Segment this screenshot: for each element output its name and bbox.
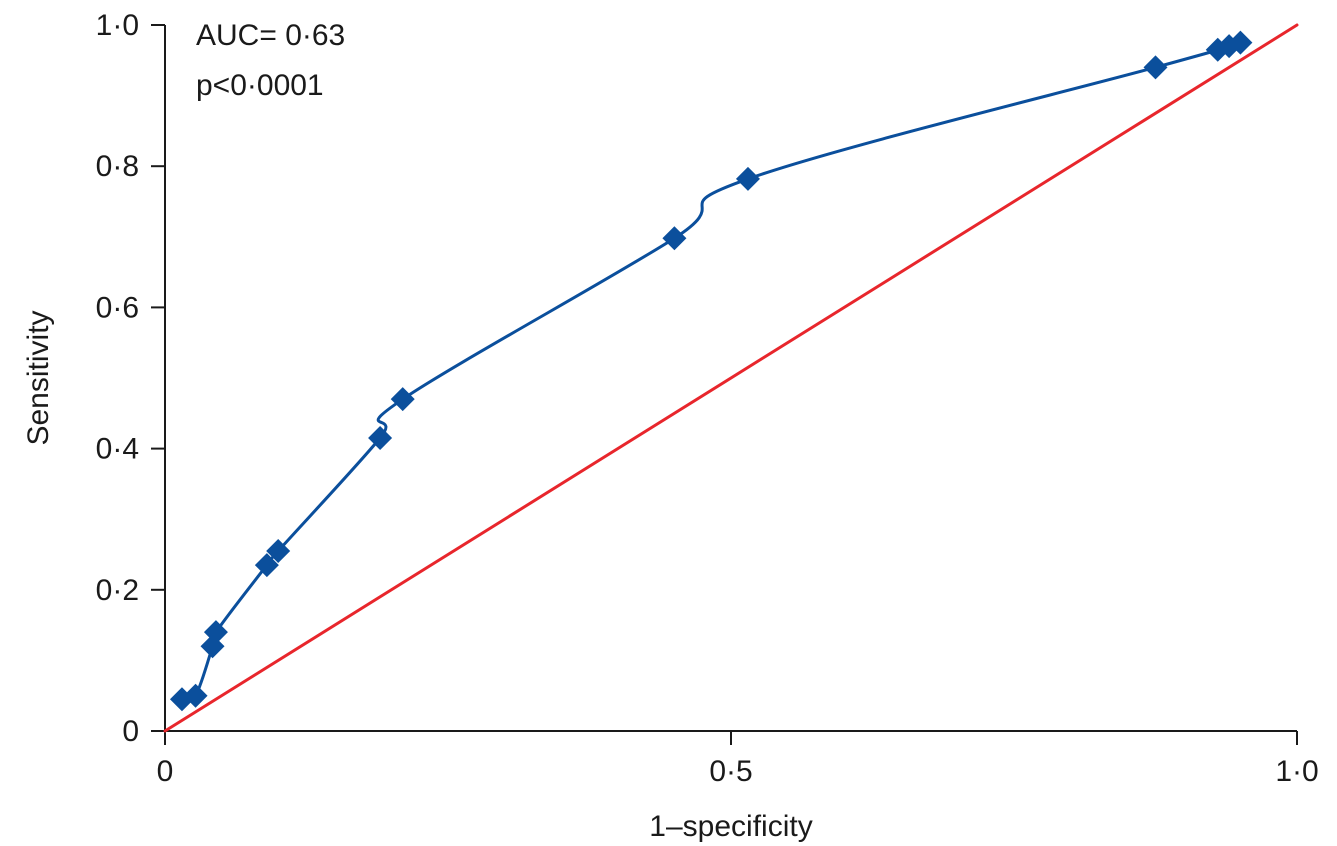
roc-point-marker — [1228, 30, 1253, 55]
roc-point-marker — [203, 620, 228, 645]
x-tick-label: 0 — [157, 755, 174, 788]
y-tick-label: 0 — [122, 715, 139, 748]
y-axis-title: Sensitivity — [22, 310, 55, 445]
roc-point-marker — [735, 166, 760, 191]
series — [163, 23, 1299, 733]
y-tick-label: 0·8 — [96, 150, 139, 183]
y-tick-label: 1·0 — [96, 9, 139, 42]
roc-point-marker — [266, 538, 291, 563]
x-axis-title: 1–specificity — [649, 810, 812, 843]
roc-point-marker — [368, 426, 393, 451]
p-value-annotation: p<0·0001 — [196, 69, 324, 102]
x-tick-label: 1·0 — [1275, 755, 1318, 788]
x-tick-label: 0·5 — [709, 755, 752, 788]
roc-point-marker — [662, 226, 687, 251]
roc-curve-line — [180, 41, 1242, 703]
ticks: 0 0·2 0·4 0·6 0·8 1·0 0 0·5 1·0 — [96, 9, 1319, 788]
auc-annotation: AUC= 0·63 — [196, 19, 345, 52]
y-tick-label: 0·2 — [96, 574, 139, 607]
roc-point-marker — [254, 553, 279, 578]
markers — [169, 30, 1253, 712]
y-tick-label: 0·6 — [96, 291, 139, 324]
roc-point-marker — [183, 683, 208, 708]
roc-point-marker — [390, 387, 415, 412]
roc-point-marker — [1143, 55, 1168, 80]
y-tick-label: 0·4 — [96, 433, 139, 466]
reference-diagonal-line — [163, 23, 1299, 733]
